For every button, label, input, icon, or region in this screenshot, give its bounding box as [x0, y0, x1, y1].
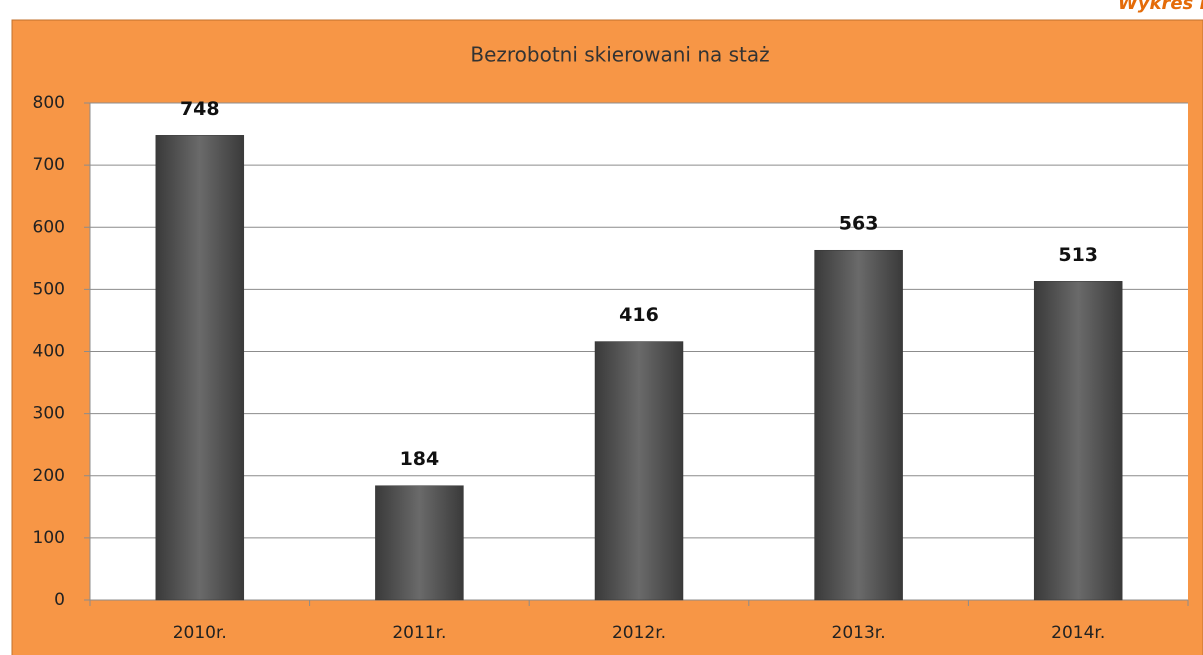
value-label: 184 [400, 448, 440, 470]
x-tick-label: 2014r. [1051, 623, 1105, 643]
bar [594, 341, 684, 601]
caption: Wykres nr 2 [1118, 0, 1203, 14]
value-label: 416 [619, 304, 659, 326]
y-tick-label: 300 [33, 404, 65, 424]
y-tick-label: 700 [33, 155, 65, 175]
chart-title: Bezrobotni skierowani na staż [470, 43, 769, 67]
bar [814, 249, 903, 601]
x-tick-label: 2013r. [832, 623, 886, 643]
y-tick-label: 800 [33, 93, 65, 113]
bar [1033, 281, 1123, 601]
y-tick-label: 500 [33, 279, 65, 299]
x-tick-label: 2012r. [612, 623, 666, 643]
x-tick-label: 2011r. [392, 623, 446, 643]
y-tick-label: 200 [33, 466, 65, 486]
value-label: 563 [839, 213, 879, 235]
bar [155, 135, 245, 601]
y-tick-label: 400 [33, 342, 65, 362]
value-label: 513 [1058, 244, 1098, 266]
value-label: 748 [180, 98, 220, 120]
bar [375, 485, 464, 601]
y-tick-label: 600 [33, 217, 65, 237]
y-tick-label: 100 [33, 528, 65, 548]
y-tick-label: 0 [54, 590, 65, 610]
x-tick-label: 2010r. [173, 623, 227, 643]
